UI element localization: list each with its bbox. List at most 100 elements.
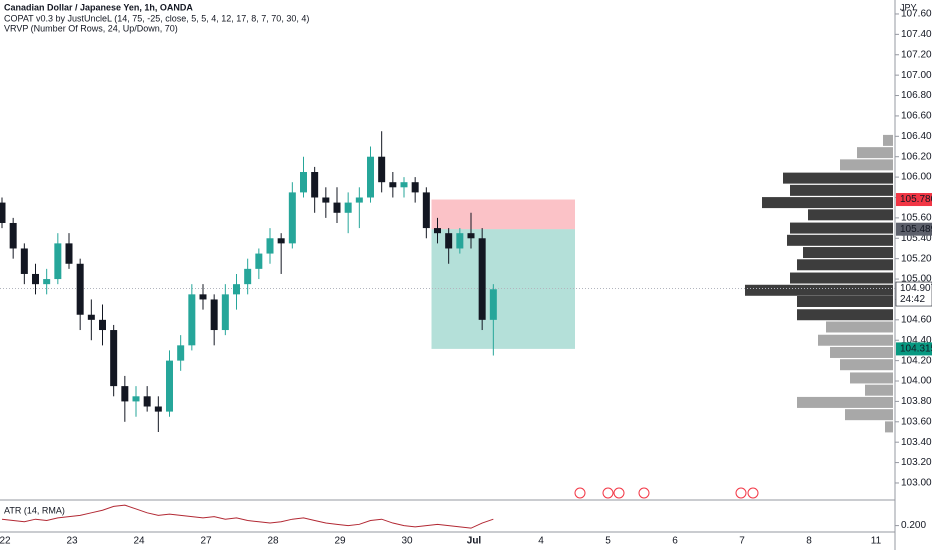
y-tick-label: 104.000 (901, 376, 932, 387)
y-tick-label: 104.200 (901, 355, 932, 366)
candle-body (311, 172, 319, 198)
candle-body (233, 284, 240, 295)
currency: JPY (900, 2, 917, 12)
x-tick-label: 28 (267, 536, 279, 547)
candle-body (76, 263, 84, 315)
y-tick-label: 105.200 (901, 253, 932, 264)
y-tick-label: 106.200 (901, 151, 932, 162)
volume-bar (830, 346, 893, 358)
indicator-label: VRVP (Number Of Rows, 24, Up/Down, 70) (4, 23, 178, 33)
candle-body (43, 279, 51, 285)
y-tick-label: 106.400 (901, 131, 932, 142)
volume-bar (790, 184, 893, 196)
symbol-title: Canadian Dollar / Japanese Yen, 1h, OAND… (4, 2, 193, 12)
price-tag (896, 222, 932, 236)
event-icon[interactable] (602, 487, 614, 499)
volume-bar (783, 172, 893, 184)
y-tick-label: 107.400 (901, 29, 932, 40)
candle-body (378, 156, 386, 183)
volume-bar (787, 234, 893, 246)
candle-body (333, 202, 341, 213)
candle-body (445, 233, 453, 249)
candle-body (300, 172, 307, 193)
candle-body (143, 396, 151, 407)
x-tick-label: Jul (467, 536, 482, 547)
candle-body (20, 248, 28, 274)
candle-body (188, 294, 196, 346)
volume-bar (845, 409, 893, 421)
candle-body (154, 406, 162, 412)
candle-body (434, 228, 441, 234)
volume-bar (745, 284, 893, 296)
price-tag-label: 104.315 (900, 344, 932, 355)
event-icon[interactable] (613, 487, 625, 499)
x-tick-label: 27 (200, 536, 212, 547)
candle-body (400, 182, 408, 188)
y-tick-label: 103.200 (901, 457, 932, 468)
y-tick-label: 105.000 (901, 274, 932, 285)
candle-body (344, 202, 352, 213)
event-icon[interactable] (747, 487, 759, 499)
candle-body (456, 233, 464, 249)
candle-body (489, 289, 497, 320)
event-icon[interactable] (574, 487, 586, 499)
candle-body (244, 268, 252, 285)
event-icon[interactable] (638, 487, 650, 499)
price-tag (896, 342, 932, 356)
atr-label: ATR (14, RMA) (4, 505, 65, 515)
countdown-label: 24:42 (900, 294, 925, 305)
candle-body (266, 238, 274, 254)
y-tick-label: 103.600 (901, 416, 932, 427)
y-tick-label: 106.600 (901, 111, 932, 122)
candle-body (166, 360, 173, 412)
volume-bar (840, 159, 893, 171)
volume-bar (865, 384, 893, 396)
price-axis (895, 0, 932, 550)
x-tick-label: 11 (871, 536, 882, 547)
y-tick-label: 103.400 (901, 437, 932, 448)
x-tick-label: 24 (133, 536, 145, 547)
event-icon[interactable] (735, 487, 747, 499)
main-layer (0, 131, 497, 529)
atr-tick-label: 0.200 (901, 520, 926, 531)
y-tick-label: 107.000 (901, 70, 932, 81)
x-tick-label: 22 (0, 536, 11, 547)
y-tick-label: 104.400 (901, 335, 932, 346)
x-tick-label: 23 (66, 536, 78, 547)
volume-bar (797, 396, 893, 408)
atr-line (1, 504, 494, 529)
candle-body (389, 182, 397, 188)
volume-bar (826, 321, 893, 333)
x-tick-label: 30 (401, 536, 413, 547)
candle-body (322, 197, 330, 203)
volume-bar (790, 222, 893, 234)
volume-bar (840, 359, 893, 371)
y-tick-label: 106.800 (901, 90, 932, 101)
y-tick-label: 106.000 (901, 172, 932, 183)
candle-body (210, 299, 218, 331)
x-tick-label: 5 (605, 536, 611, 547)
candle-body (9, 222, 17, 249)
x-tick-label: 4 (538, 536, 544, 547)
candle-body (422, 192, 430, 229)
price-tag-label: 105.780 (900, 194, 932, 205)
volume-bar (857, 147, 893, 159)
indicator-label: COPAT v0.3 by JustUncleL (14, 75, -25, c… (4, 13, 309, 23)
event-icons (574, 487, 759, 499)
y-tick-label: 105.600 (901, 213, 932, 224)
volume-bar (885, 421, 893, 433)
price-tag-label: 104.907 (900, 283, 932, 294)
price-tag (895, 281, 932, 307)
candle-body (277, 238, 285, 244)
candle-body (110, 330, 118, 387)
x-tick-label: 7 (739, 536, 745, 547)
candle-body (367, 156, 374, 198)
volume-bar (850, 372, 893, 384)
candle-body (255, 253, 263, 269)
price-tag (896, 193, 932, 207)
volume-bar (818, 334, 893, 346)
y-tick-label: 107.200 (901, 49, 932, 60)
candle-body (99, 319, 106, 331)
